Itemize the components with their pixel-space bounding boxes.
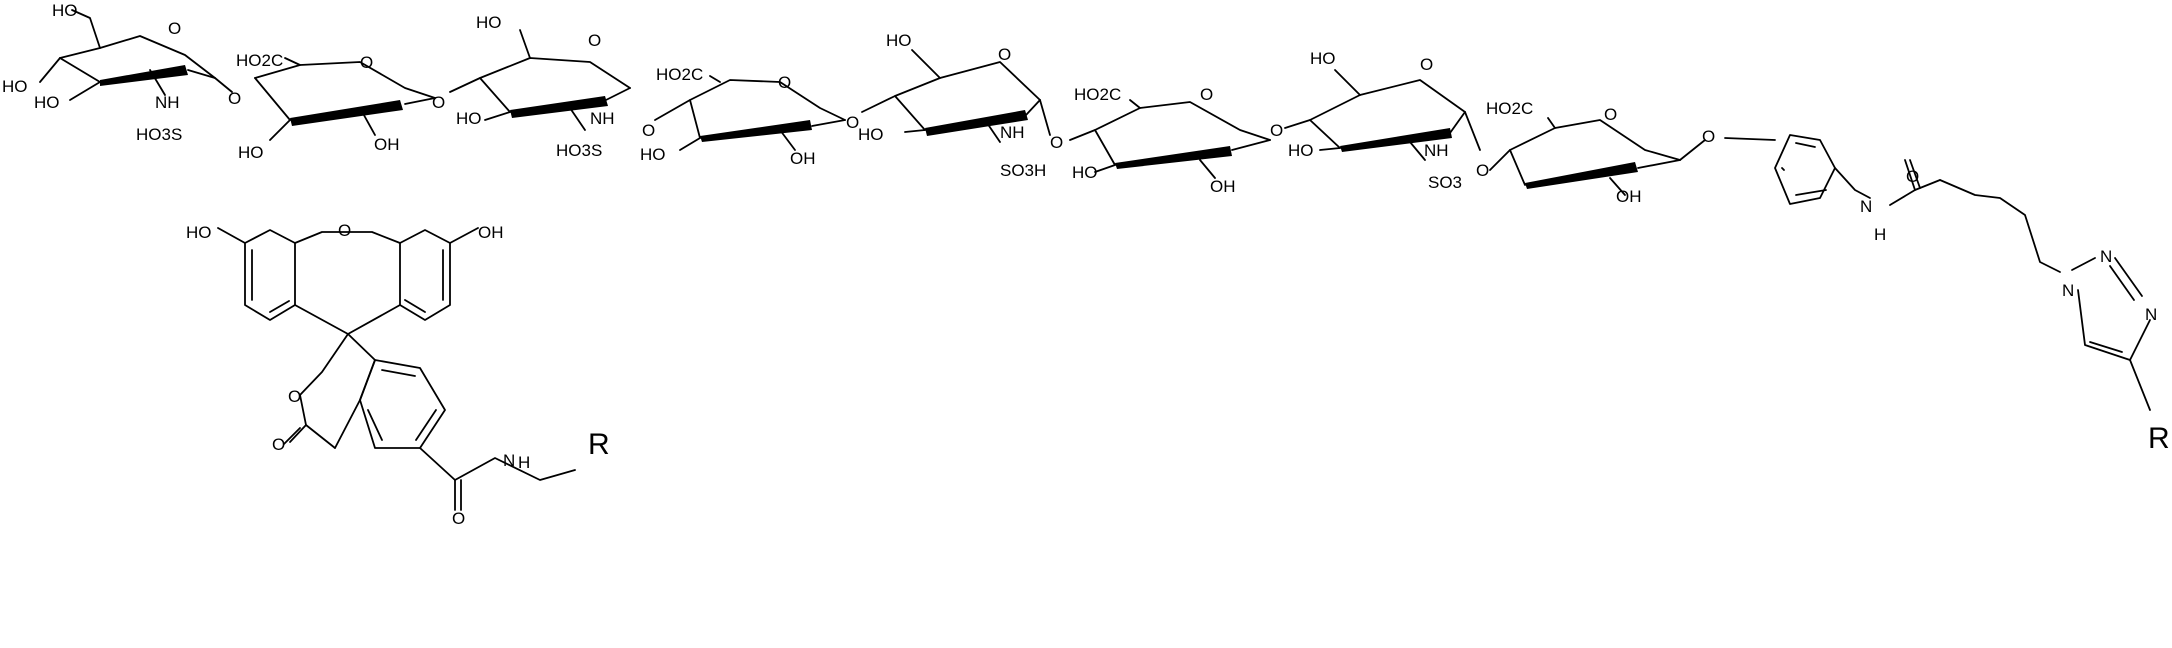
sugar-unit-4: HO2C O HO OH O: [640, 65, 859, 168]
fluorescein-moiety: HO O OH O O N H O R: [186, 221, 610, 528]
label-n: N: [1860, 197, 1872, 216]
label-carboxylic-acid: HO2C: [236, 51, 283, 70]
label-ho: HO: [34, 93, 60, 112]
glycosidic-oxygen-label: O: [432, 93, 445, 112]
label-carboxylic-acid: HO2C: [656, 65, 703, 84]
phenyl-amide-linker: N H O: [1724, 134, 2061, 273]
lactone-oxygen-label: O: [288, 387, 301, 406]
label-nh: NH: [1424, 141, 1449, 160]
triazole-ring: N N N R: [2062, 247, 2170, 455]
label-r-substituent: R: [2148, 422, 2170, 455]
label-sulfonate: SO3: [1428, 173, 1462, 192]
sugar-unit-6: HO2C O HO OH O: [1069, 85, 1283, 196]
label-ho: HO: [52, 1, 78, 20]
label-h: H: [1874, 225, 1886, 244]
label-h: H: [518, 453, 530, 472]
label-n: N: [2145, 305, 2157, 324]
label-ho: HO: [476, 13, 502, 32]
label-sulfonate: HO3S: [556, 141, 602, 160]
label-nh: NH: [590, 109, 615, 128]
sugar-unit-3: HO O HO NH HO3S O: [449, 13, 655, 160]
carbonyl-oxygen-label: O: [1906, 167, 1919, 186]
ring-oxygen-label: O: [588, 31, 601, 50]
label-n: N: [503, 451, 515, 470]
sugar-unit-1: HO O HO HO NH HO3S O: [2, 1, 241, 144]
label-oh: OH: [1616, 187, 1642, 206]
ring-oxygen-label: O: [1200, 85, 1213, 104]
glycosidic-oxygen-label: O: [1270, 121, 1283, 140]
label-oh: OH: [1210, 177, 1236, 196]
glycosidic-oxygen-label: O: [1476, 161, 1489, 180]
ring-oxygen-label: O: [778, 73, 791, 92]
carbonyl-oxygen-label: O: [272, 435, 285, 454]
sugar-unit-5: HO O HO NH SO3H O: [858, 31, 1063, 180]
label-nh: NH: [1000, 123, 1025, 142]
label-n: N: [2062, 281, 2074, 300]
label-ho: HO: [858, 125, 884, 144]
sugar-unit-7: HO O HO NH SO3 O: [1284, 49, 1489, 192]
label-ho: HO: [1072, 163, 1098, 182]
carbonyl-oxygen-label: O: [452, 509, 465, 528]
label-ho: HO: [640, 145, 666, 164]
glycosidic-oxygen-label: O: [228, 89, 241, 108]
label-ho: HO: [886, 31, 912, 50]
label-oh: OH: [790, 149, 816, 168]
label-oh: OH: [478, 223, 504, 242]
ring-oxygen-label: O: [360, 53, 373, 72]
glycosidic-oxygen-label: O: [1050, 133, 1063, 152]
ring-oxygen-label: O: [1604, 105, 1617, 124]
sugar-unit-8: HO2C O OH O: [1486, 99, 1715, 206]
label-nh: NH: [155, 93, 180, 112]
glycosidic-oxygen-label: O: [1702, 127, 1715, 146]
label-carboxylic-acid: HO2C: [1486, 99, 1533, 118]
label-ho: HO: [186, 223, 212, 242]
label-carboxylic-acid: HO2C: [1074, 85, 1121, 104]
ring-oxygen-label: O: [168, 19, 181, 38]
label-sulfonate: SO3H: [1000, 161, 1046, 180]
label-ho: HO: [1288, 141, 1314, 160]
label-ho: HO: [2, 77, 28, 96]
ring-oxygen-label: O: [1420, 55, 1433, 74]
label-ho: HO: [456, 109, 482, 128]
glycosidic-oxygen-label: O: [846, 113, 859, 132]
ring-oxygen-label: O: [998, 45, 1011, 64]
label-sulfonate: HO3S: [136, 125, 182, 144]
sugar-unit-2: HO2C O HO OH O: [236, 51, 445, 162]
xanthene-oxygen-label: O: [338, 221, 351, 240]
label-n: N: [2100, 247, 2112, 266]
label-ho: HO: [1310, 49, 1336, 68]
label-r-substituent: R: [588, 428, 610, 461]
label-oh: OH: [374, 135, 400, 154]
label-ho: HO: [238, 143, 264, 162]
glycosidic-oxygen-label: O: [642, 121, 655, 140]
